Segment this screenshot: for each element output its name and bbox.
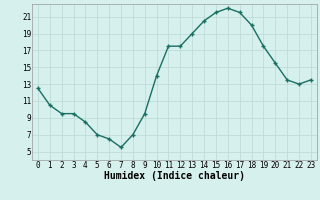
X-axis label: Humidex (Indice chaleur): Humidex (Indice chaleur) [104,171,245,181]
